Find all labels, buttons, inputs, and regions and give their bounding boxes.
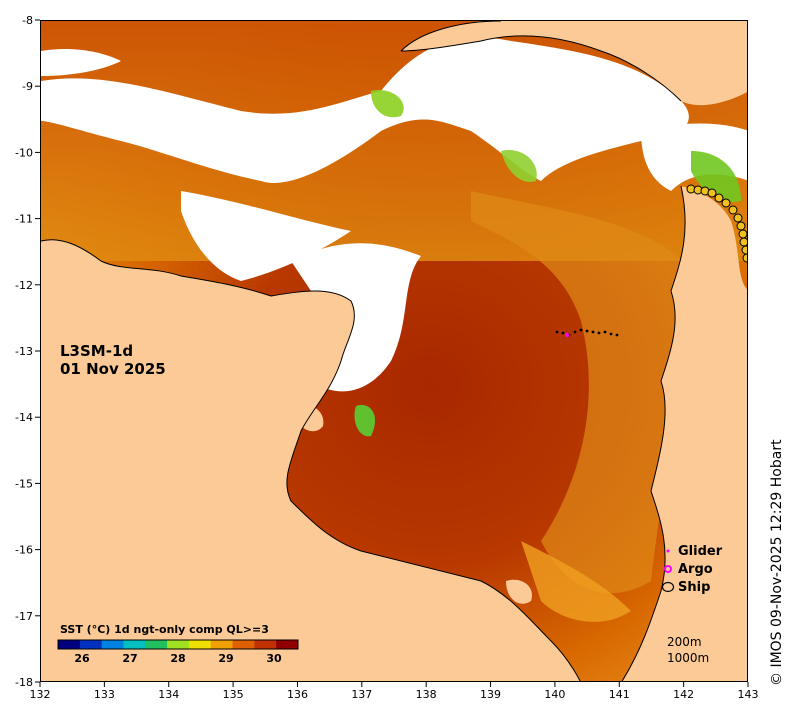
lon-ticks: 132 133 134 135 136 137 138 139 140 141 142 143 <box>30 682 759 701</box>
ship-point[interactable] <box>738 229 747 239</box>
land-arnhem <box>41 239 581 681</box>
glider-point <box>597 331 601 335</box>
glider-point <box>561 331 565 335</box>
land-groote-eylandt <box>296 404 324 432</box>
sst-green-patch-2 <box>501 150 537 182</box>
coastline-cape-york <box>621 185 686 681</box>
lon-tick-label: 138 <box>416 688 437 701</box>
colorbar-title: SST (°C) 1d ngt-only comp QL>=3 <box>60 623 269 636</box>
legend-glider[interactable]: Glider <box>660 542 722 560</box>
cloud-mid <box>181 191 351 281</box>
lat-tick-label: -11 <box>15 213 33 226</box>
land-new-guinea <box>401 21 747 106</box>
legend-argo[interactable]: Argo <box>660 560 722 578</box>
glider-point <box>585 329 589 333</box>
lat-tick-label: -12 <box>15 279 33 292</box>
legend-argo-label: Argo <box>678 561 713 577</box>
sst-cool-band <box>471 191 691 594</box>
sst-green-patch-4 <box>691 151 741 202</box>
ship-circle-icon <box>660 581 676 593</box>
lat-tick-label: -15 <box>15 477 33 490</box>
coastline-new-guinea <box>400 21 682 102</box>
credit-text: © IMOS 09-Nov-2025 12:29 Hobart <box>769 439 785 686</box>
product-label: L3SM-1d 01 Nov 2025 <box>60 342 166 378</box>
ship-point[interactable] <box>733 213 743 223</box>
legend-glider-label: Glider <box>678 543 723 559</box>
lon-tick-label: 137 <box>351 688 372 701</box>
lat-tick-label: -9 <box>22 80 33 93</box>
glider-point <box>579 328 583 332</box>
lat-tick-label: -14 <box>15 411 33 424</box>
glider-dot-icon <box>660 548 676 554</box>
ship-point[interactable] <box>741 245 748 255</box>
land-cape-york <box>622 186 747 681</box>
lat-tick-label: -10 <box>15 146 33 159</box>
depth-contour-legend: 200m 1000m <box>667 634 709 666</box>
sst-southeast-warm <box>521 541 631 622</box>
land-wellesley <box>506 579 532 604</box>
lat-tick-label: -13 <box>15 345 33 358</box>
coastline <box>41 239 581 681</box>
lat-ticks: -8 -9 -10 -11 -12 -13 -14 -15 -16 -17 -18 <box>15 14 40 689</box>
lat-tick-label: -17 <box>15 610 33 623</box>
ship-track <box>686 184 748 263</box>
glider-point <box>573 330 577 334</box>
product-name: L3SM-1d <box>60 342 134 360</box>
lon-tick-label: 132 <box>30 688 51 701</box>
glider-point <box>555 330 559 334</box>
lon-tick-label: 136 <box>287 688 308 701</box>
ship-point[interactable] <box>714 193 724 203</box>
argo-circle-icon <box>660 564 676 574</box>
ship-point[interactable] <box>739 237 748 247</box>
lon-tick-label: 133 <box>94 688 115 701</box>
map-frame[interactable] <box>40 20 748 682</box>
ship-point[interactable] <box>736 221 746 231</box>
lon-tick-label: 139 <box>480 688 501 701</box>
lat-tick-label: -8 <box>22 14 33 27</box>
lon-tick-label: 141 <box>609 688 630 701</box>
depth-1000m-label: 1000m <box>667 651 710 665</box>
glider-point <box>603 330 607 334</box>
glider-track <box>555 328 619 337</box>
glider-point <box>591 330 595 334</box>
lon-tick-label: 134 <box>158 688 179 701</box>
product-date: 01 Nov 2025 <box>60 360 166 378</box>
ship-point[interactable] <box>707 188 717 198</box>
cloud-northwest <box>41 49 121 76</box>
glider-point <box>609 332 613 336</box>
sst-map <box>41 21 748 681</box>
lon-tick-label: 142 <box>673 688 694 701</box>
lat-tick-label: -16 <box>15 544 33 557</box>
lon-tick-label: 140 <box>544 688 565 701</box>
glider-marker[interactable] <box>565 333 569 337</box>
lon-tick-label: 135 <box>223 688 244 701</box>
lat-tick-label: -18 <box>15 676 33 689</box>
platform-legend: Glider Argo Ship <box>660 542 722 596</box>
lon-tick-label: 143 <box>738 688 759 701</box>
ship-point[interactable] <box>721 198 731 208</box>
ship-point[interactable] <box>742 253 748 263</box>
glider-point <box>615 333 619 337</box>
legend-ship[interactable]: Ship <box>660 578 722 596</box>
ship-point[interactable] <box>728 205 738 215</box>
depth-200m-label: 200m <box>667 635 702 649</box>
legend-ship-label: Ship <box>678 579 711 595</box>
sst-green-patch-3 <box>354 405 376 437</box>
cloud-north <box>41 37 689 183</box>
sst-green-patch-1 <box>371 90 404 118</box>
